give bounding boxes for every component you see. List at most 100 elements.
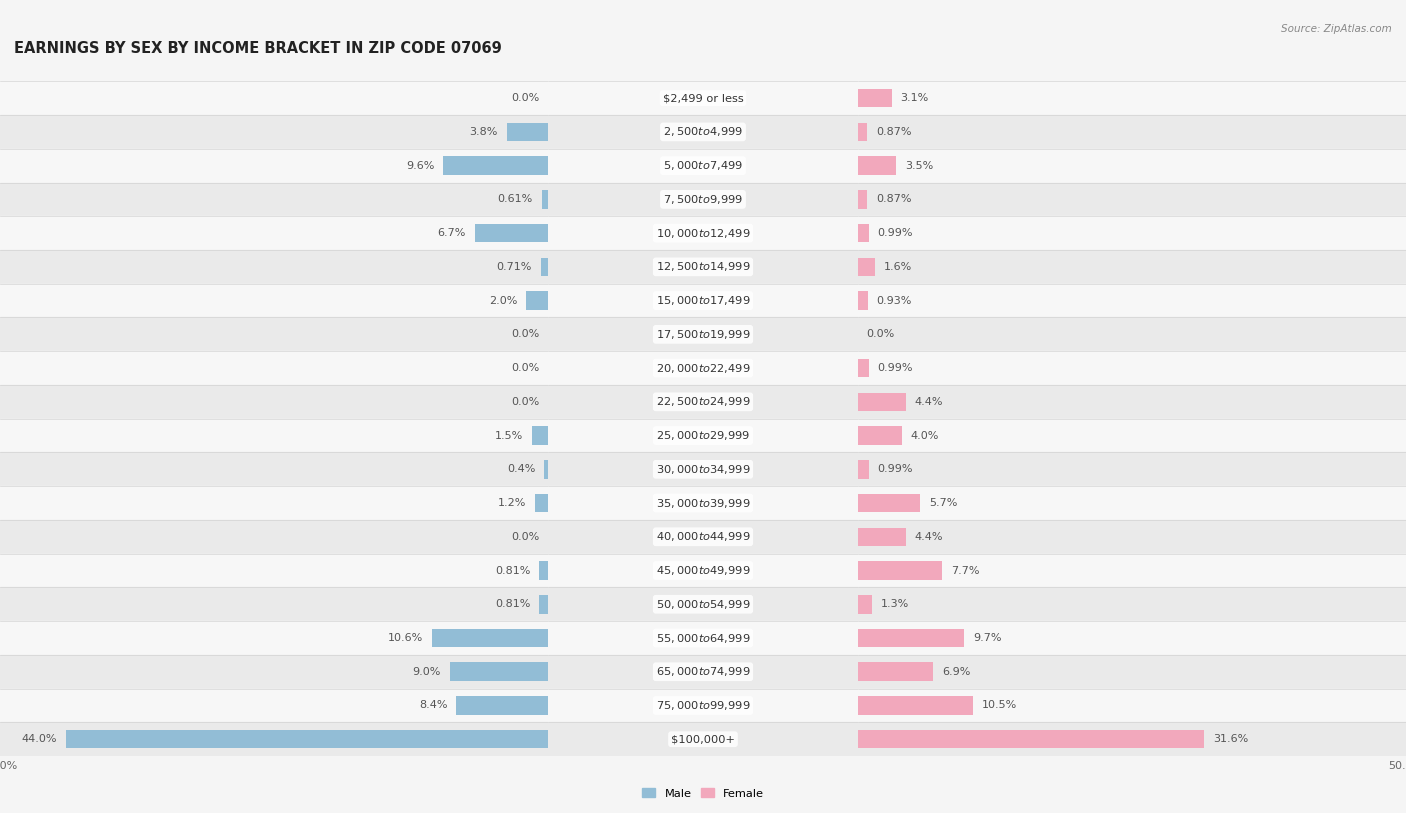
Text: 8.4%: 8.4% [419, 701, 447, 711]
Text: $10,000 to $12,499: $10,000 to $12,499 [655, 227, 751, 240]
Bar [0, 317, 548, 351]
Text: 4.0%: 4.0% [910, 431, 939, 441]
Text: 0.0%: 0.0% [512, 532, 540, 541]
Bar [531, 426, 548, 445]
Bar [548, 554, 858, 587]
Text: $17,500 to $19,999: $17,500 to $19,999 [655, 328, 751, 341]
Bar [548, 486, 858, 520]
Bar [858, 663, 934, 681]
Text: $30,000 to $34,999: $30,000 to $34,999 [655, 463, 751, 476]
Text: 9.7%: 9.7% [973, 633, 1001, 643]
Bar [0, 250, 548, 284]
Bar [858, 351, 1406, 385]
Text: 0.71%: 0.71% [496, 262, 531, 272]
Bar [858, 81, 1406, 115]
Text: $2,500 to $4,999: $2,500 to $4,999 [664, 125, 742, 138]
Bar [548, 587, 858, 621]
Bar [858, 258, 875, 276]
Bar [526, 291, 548, 310]
Bar [548, 182, 858, 216]
Bar [456, 696, 548, 715]
Text: $45,000 to $49,999: $45,000 to $49,999 [655, 564, 751, 577]
Bar [0, 689, 548, 723]
Bar [858, 486, 1406, 520]
Text: 9.0%: 9.0% [412, 667, 441, 676]
Bar [858, 182, 1406, 216]
Text: $12,500 to $14,999: $12,500 to $14,999 [655, 260, 751, 273]
Text: $5,000 to $7,499: $5,000 to $7,499 [664, 159, 742, 172]
Text: 3.5%: 3.5% [905, 161, 934, 171]
Text: $65,000 to $74,999: $65,000 to $74,999 [655, 665, 751, 678]
Bar [858, 689, 1406, 723]
Text: 6.9%: 6.9% [942, 667, 970, 676]
Bar [858, 190, 868, 209]
Text: 0.0%: 0.0% [512, 329, 540, 339]
Bar [858, 216, 1406, 250]
Text: $100,000+: $100,000+ [671, 734, 735, 744]
Text: 7.7%: 7.7% [950, 566, 980, 576]
Bar [858, 250, 1406, 284]
Bar [0, 554, 548, 587]
Bar [858, 291, 868, 310]
Text: 3.1%: 3.1% [900, 93, 929, 103]
Text: 0.87%: 0.87% [876, 127, 911, 137]
Text: 1.2%: 1.2% [498, 498, 526, 508]
Text: 0.99%: 0.99% [877, 363, 912, 373]
Text: $15,000 to $17,499: $15,000 to $17,499 [655, 294, 751, 307]
Bar [858, 359, 869, 377]
Text: $25,000 to $29,999: $25,000 to $29,999 [655, 429, 751, 442]
Bar [536, 493, 548, 512]
Bar [548, 385, 858, 419]
Text: 31.6%: 31.6% [1213, 734, 1249, 744]
Text: $75,000 to $99,999: $75,000 to $99,999 [655, 699, 751, 712]
Bar [0, 587, 548, 621]
Bar [548, 149, 858, 182]
Bar [858, 284, 1406, 317]
Bar [548, 419, 858, 452]
Text: 0.93%: 0.93% [876, 296, 912, 306]
Legend: Male, Female: Male, Female [637, 784, 769, 803]
Bar [0, 520, 548, 554]
Bar [540, 561, 548, 580]
Text: $20,000 to $22,499: $20,000 to $22,499 [655, 362, 751, 375]
Text: $35,000 to $39,999: $35,000 to $39,999 [655, 497, 751, 510]
Text: 1.3%: 1.3% [880, 599, 908, 609]
Text: 4.4%: 4.4% [915, 532, 943, 541]
Bar [858, 730, 1204, 749]
Bar [548, 723, 858, 756]
Bar [540, 595, 548, 614]
Bar [450, 663, 548, 681]
Text: 5.7%: 5.7% [929, 498, 957, 508]
Text: 2.0%: 2.0% [489, 296, 517, 306]
Bar [0, 351, 548, 385]
Text: 10.6%: 10.6% [388, 633, 423, 643]
Bar [443, 156, 548, 175]
Bar [0, 182, 548, 216]
Text: 1.5%: 1.5% [495, 431, 523, 441]
Bar [544, 460, 548, 479]
Bar [858, 528, 905, 546]
Bar [548, 621, 858, 655]
Text: 0.0%: 0.0% [512, 397, 540, 406]
Text: 0.61%: 0.61% [498, 194, 533, 204]
Text: 1.6%: 1.6% [884, 262, 912, 272]
Bar [858, 89, 891, 107]
Text: $22,500 to $24,999: $22,500 to $24,999 [655, 395, 751, 408]
Bar [858, 156, 896, 175]
Bar [858, 123, 868, 141]
Bar [0, 149, 548, 182]
Bar [0, 621, 548, 655]
Bar [858, 561, 942, 580]
Text: 0.81%: 0.81% [495, 566, 530, 576]
Bar [858, 460, 869, 479]
Bar [0, 452, 548, 486]
Bar [0, 655, 548, 689]
Bar [0, 115, 548, 149]
Text: 0.0%: 0.0% [512, 93, 540, 103]
Bar [858, 493, 920, 512]
Text: Source: ZipAtlas.com: Source: ZipAtlas.com [1281, 24, 1392, 34]
Text: 44.0%: 44.0% [21, 734, 58, 744]
Bar [506, 123, 548, 141]
Bar [858, 723, 1406, 756]
Bar [0, 81, 548, 115]
